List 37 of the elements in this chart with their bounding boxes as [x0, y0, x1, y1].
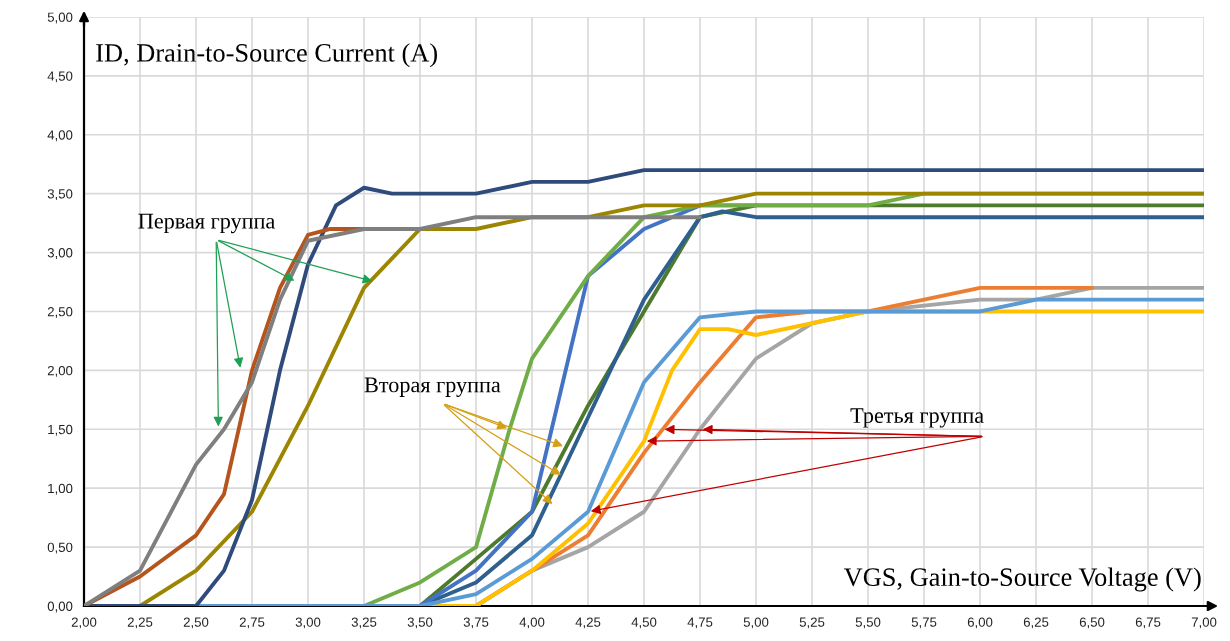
x-tick-label: 3,25: [351, 617, 377, 629]
annotation: Третья группа: [850, 408, 984, 428]
y-tick-label: 1,00: [48, 483, 73, 495]
x-tick-label: 3,75: [463, 617, 489, 629]
x-tick-label: 7,00: [1191, 617, 1217, 629]
annotation: Вторая группа: [364, 377, 501, 397]
x-tick-label: 2,00: [71, 617, 97, 629]
x-tick-label: 4,00: [519, 617, 545, 629]
x-tick-label: 6,00: [967, 617, 993, 629]
y-tick-label: 2,50: [47, 307, 73, 318]
x-tick-label: 6,75: [1135, 617, 1161, 629]
x-tick-label: 3,50: [407, 617, 433, 629]
x-tick-label: 2,50: [183, 617, 209, 629]
x-tick-label: 4,25: [575, 617, 601, 629]
y-tick-label: 3,00: [47, 248, 73, 260]
y-tick-label: 4,00: [47, 130, 73, 142]
y-tick-label: 0,00: [47, 601, 73, 613]
y-tick-label: 5,00: [47, 12, 73, 24]
y-tick-label: 1,50: [48, 424, 73, 436]
y-axis-title: ID, Drain-to-Source Current (A): [96, 43, 437, 68]
x-tick-label: 5,25: [799, 617, 825, 629]
x-tick-label: 5,50: [855, 617, 881, 629]
y-tick-label: 3,50: [47, 189, 73, 201]
x-tick-label: 2,75: [239, 617, 265, 629]
x-tick-label: 2,25: [127, 617, 153, 629]
annotation: Первая группа: [138, 213, 275, 234]
x-tick-label: 3,00: [295, 617, 321, 629]
x-tick-label: 6,25: [1023, 617, 1049, 629]
y-tick-label: 0,50: [47, 542, 73, 554]
x-tick-label: 6,50: [1079, 617, 1105, 629]
x-tick-label: 4,50: [631, 617, 657, 629]
y-tick-label: 2,00: [47, 365, 73, 377]
x-axis-title: VGS, Gain-to-Source Voltage (V): [843, 567, 1201, 592]
y-tick-label: 4,50: [47, 71, 73, 83]
x-tick-label: 5,75: [911, 617, 937, 629]
x-tick-label: 5,00: [743, 617, 769, 629]
x-tick-label: 4,75: [687, 617, 713, 629]
